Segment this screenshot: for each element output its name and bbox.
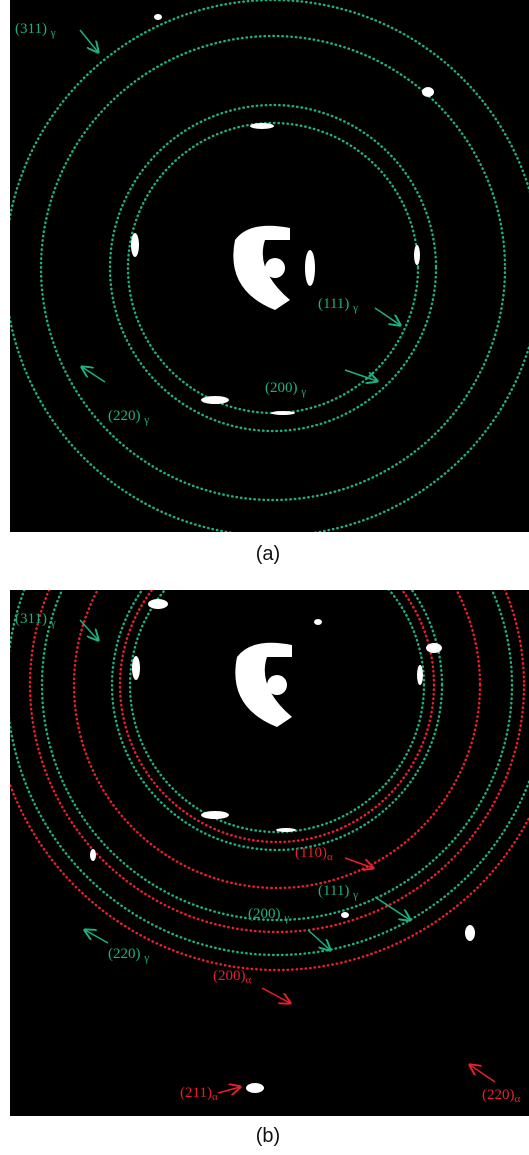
label-text: (220) xyxy=(482,1087,515,1103)
label-sub: γ xyxy=(352,302,358,314)
label-text: (311) xyxy=(15,21,47,37)
label-text: (311) xyxy=(15,611,47,627)
ring-label: (111) γ xyxy=(318,883,358,901)
panel-caption: (b) xyxy=(256,1125,280,1147)
label-text: (200) xyxy=(265,380,298,396)
label-text: (111) xyxy=(318,296,349,312)
ring-label: (111) γ xyxy=(318,296,358,314)
ring-label: (311) γ xyxy=(15,611,56,629)
ring-label: (220) γ xyxy=(108,408,149,426)
ring-label: (200) γ xyxy=(248,906,289,924)
ring-label: (200) γ xyxy=(265,380,306,398)
page: (311) γ (111) γ (200) γ (220) γ (a) xyxy=(0,0,529,1155)
label-text: (110) xyxy=(295,845,327,861)
pattern-background xyxy=(10,590,529,1116)
label-sub: γ xyxy=(352,889,358,901)
label-sub: α xyxy=(515,1093,521,1105)
label-text: (200) xyxy=(248,906,281,922)
label-sub: α xyxy=(246,974,252,986)
label-text: (220) xyxy=(108,408,141,424)
label-text: (211) xyxy=(180,1085,212,1101)
ring-label: (311) γ xyxy=(15,21,56,39)
label-sub: γ xyxy=(143,952,149,964)
label-sub: γ xyxy=(50,27,56,39)
ring-label: (220) γ xyxy=(108,946,149,964)
label-sub: α xyxy=(212,1091,218,1103)
label-sub: γ xyxy=(50,617,56,629)
figure: (311) γ (111) γ (200) γ (220) γ (a) xyxy=(0,0,529,1155)
label-text: (200) xyxy=(213,968,246,984)
label-text: (220) xyxy=(108,946,141,962)
label-sub: γ xyxy=(143,414,149,426)
label-sub: α xyxy=(327,851,333,863)
panel-caption: (a) xyxy=(256,543,280,565)
label-text: (111) xyxy=(318,883,349,899)
label-sub: γ xyxy=(283,912,289,924)
label-sub: γ xyxy=(300,386,306,398)
panel-a: (311) γ (111) γ (200) γ (220) γ xyxy=(5,0,529,536)
